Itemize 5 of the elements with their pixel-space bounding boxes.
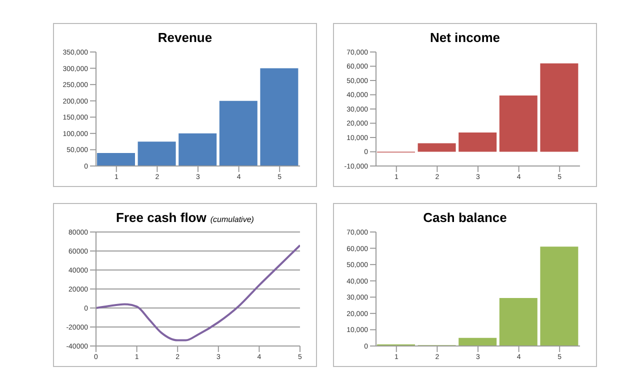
chart-subtitle: (cumulative) <box>210 215 254 224</box>
chart-title: Cash balance <box>423 210 507 225</box>
chart-title: Net income <box>430 30 500 45</box>
chart-title: Free cash flow <box>116 210 206 225</box>
chart-title: Revenue <box>158 30 212 45</box>
